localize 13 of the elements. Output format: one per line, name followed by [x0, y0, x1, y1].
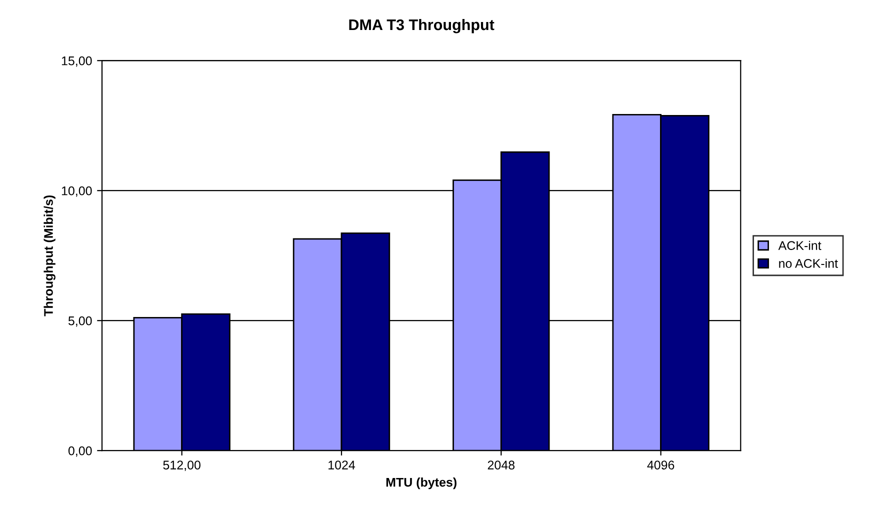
x-tick-label: 2048: [488, 460, 515, 470]
y-tick-label: 0,00: [68, 446, 92, 457]
x-tick-label: 1024: [328, 460, 356, 470]
legend-label: no ACK-int: [779, 258, 838, 268]
x-tick-label: 4096: [647, 460, 674, 470]
legend-label: ACK-int: [778, 240, 822, 250]
x-tick-label: 512,00: [163, 460, 200, 471]
y-tick-label: 5,00: [68, 316, 92, 327]
x-axis-title: MTU (bytes): [386, 478, 456, 490]
y-tick-label: 15,00: [62, 56, 92, 67]
chart-title: DMA T3 Throughput: [349, 18, 494, 34]
y-tick-label: 10,00: [62, 186, 92, 197]
y-axis-title: Throughput (Mibit/s): [44, 195, 56, 316]
